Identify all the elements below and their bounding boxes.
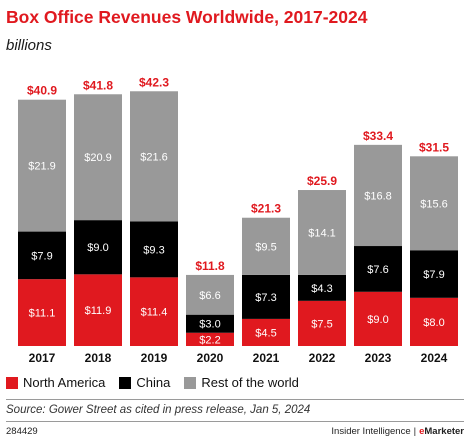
bar-segment-north-america-2019: [130, 277, 178, 346]
total-label-2017: $40.9: [27, 84, 57, 98]
bar-segment-china-2021: [242, 274, 290, 319]
legend-swatch-rest-of-world: [184, 376, 197, 389]
legend-label-north-america: North America: [23, 375, 106, 390]
total-label-2023: $33.4: [363, 129, 393, 143]
legend: North America China Rest of the world: [6, 375, 313, 390]
chart-id: 284429: [6, 426, 38, 437]
total-label-2021: $21.3: [251, 202, 281, 216]
bar-segment-rest-of-world-2018: [74, 94, 122, 221]
value-label-north-america-2019: $11.4: [141, 307, 168, 319]
brand-marketer: Marketer: [424, 426, 464, 437]
bar-segment-china-2018: [74, 220, 122, 275]
value-label-rest-of-world-2022: $14.1: [308, 227, 336, 239]
value-label-north-america-2017: $11.1: [29, 308, 56, 320]
bar-segment-rest-of-world-2019: [130, 91, 178, 222]
legend-swatch-north-america: [6, 376, 18, 389]
bar-segment-china-2020: [186, 314, 234, 333]
value-label-china-2024: $7.9: [423, 269, 444, 281]
value-label-north-america-2023: $9.0: [367, 314, 388, 326]
value-label-north-america-2018: $11.9: [85, 305, 112, 317]
brand-footer: Insider Intelligence | eMarketer: [331, 426, 464, 437]
brand-separator: |: [413, 426, 417, 437]
value-label-rest-of-world-2020: $6.6: [199, 290, 220, 302]
divider-bottom: [6, 421, 464, 422]
legend-item-rest-of-world: Rest of the world: [184, 375, 299, 390]
value-label-china-2017: $7.9: [31, 250, 52, 262]
stacked-bar-chart: $11.1 $7.9 $21.9 $40.9 2017 $11.9 $9.0 $20.9 $41…: [18, 75, 458, 365]
x-tick-label-2021: 2021: [253, 351, 280, 365]
value-label-north-america-2020: $2.2: [199, 334, 220, 346]
x-tick-label-2018: 2018: [85, 351, 112, 365]
value-label-north-america-2022: $7.5: [311, 318, 332, 330]
source-note: Source: Gower Street as cited in press r…: [6, 404, 311, 416]
legend-label-rest-of-world: Rest of the world: [201, 375, 299, 390]
bar-segment-north-america-2020: [186, 332, 234, 346]
bar-segment-china-2023: [354, 246, 402, 292]
bar-segment-rest-of-world-2024: [410, 156, 458, 251]
value-label-rest-of-world-2021: $9.5: [255, 241, 276, 253]
value-label-north-america-2024: $8.0: [423, 317, 444, 329]
bar-segment-rest-of-world-2017: [18, 99, 66, 232]
divider-top: [6, 399, 464, 400]
legend-item-china: China: [119, 375, 170, 390]
bar-segment-north-america-2021: [242, 318, 290, 346]
x-tick-label-2024: 2024: [421, 351, 448, 365]
value-label-china-2022: $4.3: [311, 283, 332, 295]
total-label-2018: $41.8: [83, 78, 113, 92]
bar-segment-rest-of-world-2023: [354, 144, 402, 247]
value-label-north-america-2021: $4.5: [255, 327, 276, 339]
x-tick-label-2020: 2020: [197, 351, 224, 365]
total-label-2020: $11.8: [195, 259, 225, 273]
bar-segment-rest-of-world-2021: [242, 217, 290, 275]
bar-segment-china-2022: [298, 274, 346, 301]
x-tick-label-2019: 2019: [141, 351, 168, 365]
value-label-rest-of-world-2017: $21.9: [28, 161, 56, 173]
legend-swatch-china: [119, 376, 132, 389]
brand-insider-intelligence: Insider Intelligence: [331, 426, 411, 437]
total-label-2024: $31.5: [419, 140, 449, 154]
value-label-china-2018: $9.0: [87, 242, 108, 254]
value-label-china-2023: $7.6: [367, 264, 388, 276]
bar-segment-north-america-2022: [298, 300, 346, 346]
bar-segment-china-2019: [130, 221, 178, 278]
bar-segment-north-america-2023: [354, 291, 402, 346]
brand-e: e: [419, 426, 425, 437]
legend-label-china: China: [136, 375, 171, 390]
value-label-rest-of-world-2019: $21.6: [140, 151, 168, 163]
value-label-rest-of-world-2018: $20.9: [84, 152, 112, 164]
x-tick-label-2022: 2022: [309, 351, 336, 365]
x-tick-label-2023: 2023: [365, 351, 392, 365]
bar-segment-china-2024: [410, 250, 458, 298]
value-label-china-2021: $7.3: [255, 292, 276, 304]
bar-segment-north-america-2024: [410, 297, 458, 346]
bar-segment-rest-of-world-2022: [298, 190, 346, 275]
bar-segment-north-america-2018: [74, 274, 122, 346]
value-label-rest-of-world-2023: $16.8: [364, 190, 392, 202]
chart-subtitle: billions: [6, 37, 52, 54]
x-tick-label-2017: 2017: [29, 351, 56, 365]
value-label-china-2019: $9.3: [143, 244, 164, 256]
bar-segment-china-2017: [18, 231, 66, 280]
value-label-china-2020: $3.0: [199, 319, 220, 331]
total-label-2019: $42.3: [139, 75, 169, 89]
legend-item-north-america: North America: [6, 375, 105, 390]
bar-segment-rest-of-world-2020: [186, 274, 234, 315]
bar-segment-north-america-2017: [18, 279, 66, 346]
total-label-2022: $25.9: [307, 174, 337, 188]
chart-title: Box Office Revenues Worldwide, 2017-2024: [6, 7, 368, 27]
value-label-rest-of-world-2024: $15.6: [420, 198, 448, 210]
